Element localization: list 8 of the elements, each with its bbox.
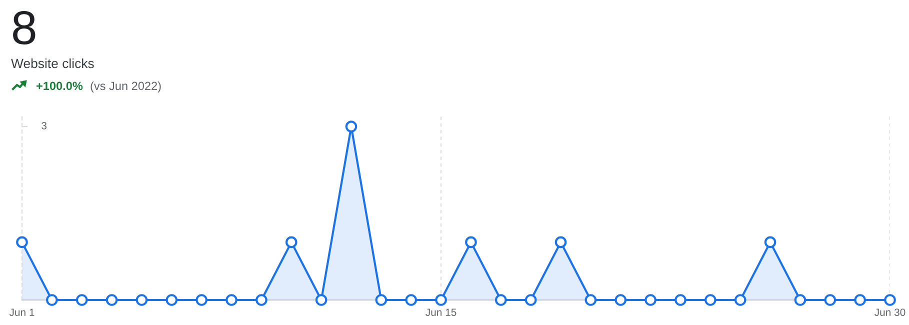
x-tick-label: Jun 1 xyxy=(9,308,34,316)
x-tick-label: Jun 15 xyxy=(426,308,456,316)
x-tick-label: Jun 30 xyxy=(874,308,906,316)
y-tick-label: 3 xyxy=(42,122,47,130)
text: (vs Jun 2022) xyxy=(90,81,161,92)
chart-subtitle: Website clicks xyxy=(11,58,94,68)
text: +100.0% xyxy=(36,82,83,90)
chart-title: 8 xyxy=(13,11,36,44)
